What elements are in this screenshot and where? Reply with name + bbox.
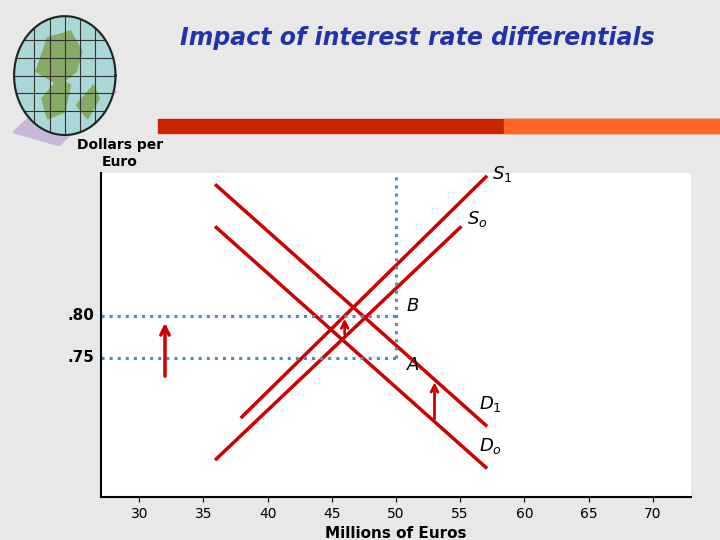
Text: $D_1$: $D_1$ (480, 394, 502, 414)
Polygon shape (42, 78, 71, 119)
Text: .80: .80 (68, 308, 94, 323)
Polygon shape (76, 85, 99, 119)
Text: $B$: $B$ (406, 297, 420, 315)
Text: $S_1$: $S_1$ (492, 165, 513, 185)
Text: $A$: $A$ (406, 356, 420, 374)
Bar (158, 119, 720, 133)
Text: Dollars per
Euro: Dollars per Euro (77, 138, 163, 168)
Text: .75: .75 (68, 350, 94, 366)
Bar (504, 119, 720, 133)
Circle shape (14, 16, 115, 135)
Text: $D_o$: $D_o$ (480, 436, 503, 456)
Polygon shape (13, 78, 117, 146)
Text: Impact of interest rate differentials: Impact of interest rate differentials (180, 26, 655, 50)
Text: $S_o$: $S_o$ (467, 209, 487, 229)
Polygon shape (36, 31, 82, 85)
X-axis label: Millions of Euros: Millions of Euros (325, 526, 467, 540)
